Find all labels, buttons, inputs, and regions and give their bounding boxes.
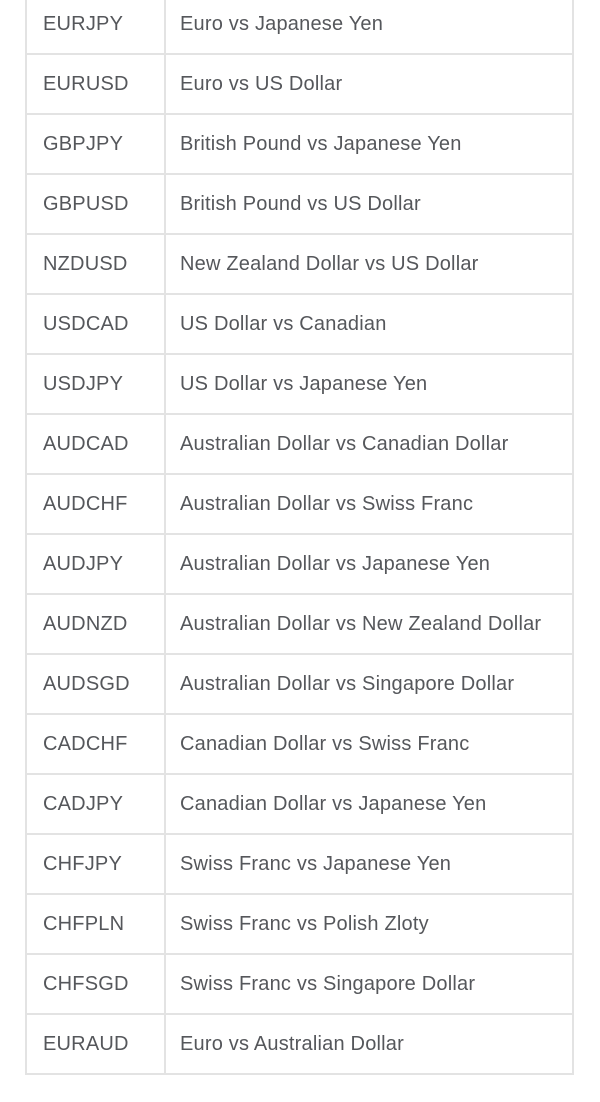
pair-description-cell: Australian Dollar vs Swiss Franc — [164, 473, 574, 535]
pair-symbol-cell: CHFJPY — [25, 833, 166, 895]
pair-symbol-cell: EURUSD — [25, 53, 166, 115]
pair-row[interactable]: AUDJPY Australian Dollar vs Japanese Yen — [25, 533, 574, 595]
pair-row[interactable]: USDCAD US Dollar vs Canadian — [25, 293, 574, 355]
pair-row[interactable]: CADJPY Canadian Dollar vs Japanese Yen — [25, 773, 574, 835]
pair-symbol-cell: AUDNZD — [25, 593, 166, 655]
pair-description-cell: British Pound vs Japanese Yen — [164, 113, 574, 175]
pair-symbol-cell: EURJPY — [25, 0, 166, 55]
pair-symbol-cell: NZDUSD — [25, 233, 166, 295]
pair-description-cell: Australian Dollar vs New Zealand Dollar — [164, 593, 574, 655]
pair-description-cell: Swiss Franc vs Polish Zloty — [164, 893, 574, 955]
pair-symbol-cell: AUDSGD — [25, 653, 166, 715]
pair-symbol-cell: CADCHF — [25, 713, 166, 775]
pair-description-cell: Australian Dollar vs Canadian Dollar — [164, 413, 574, 475]
pair-description-cell: British Pound vs US Dollar — [164, 173, 574, 235]
pair-description-cell: Swiss Franc vs Singapore Dollar — [164, 953, 574, 1015]
pair-symbol-cell: AUDCAD — [25, 413, 166, 475]
pair-description-cell: Australian Dollar vs Japanese Yen — [164, 533, 574, 595]
pair-symbol-cell: GBPJPY — [25, 113, 166, 175]
pair-description-cell: Canadian Dollar vs Swiss Franc — [164, 713, 574, 775]
currency-pairs-list: EURJPY Euro vs Japanese Yen EURUSD Euro vs … — [25, 0, 574, 1075]
pair-symbol-cell: AUDCHF — [25, 473, 166, 535]
pair-symbol-cell: EURAUD — [25, 1013, 166, 1075]
pair-description-cell: New Zealand Dollar vs US Dollar — [164, 233, 574, 295]
pair-row[interactable]: GBPJPY British Pound vs Japanese Yen — [25, 113, 574, 175]
pair-description-cell: US Dollar vs Japanese Yen — [164, 353, 574, 415]
pair-symbol-cell: GBPUSD — [25, 173, 166, 235]
pair-symbol-cell: CADJPY — [25, 773, 166, 835]
pair-row[interactable]: AUDCHF Australian Dollar vs Swiss Franc — [25, 473, 574, 535]
pair-symbol-cell: USDCAD — [25, 293, 166, 355]
pair-row[interactable]: AUDNZD Australian Dollar vs New Zealand D… — [25, 593, 574, 655]
pair-row[interactable]: GBPUSD British Pound vs US Dollar — [25, 173, 574, 235]
pair-row[interactable]: USDJPY US Dollar vs Japanese Yen — [25, 353, 574, 415]
pair-description-cell: Swiss Franc vs Japanese Yen — [164, 833, 574, 895]
pair-row[interactable]: CHFSGD Swiss Franc vs Singapore Dollar — [25, 953, 574, 1015]
pair-description-cell: Euro vs US Dollar — [164, 53, 574, 115]
pair-symbol-cell: USDJPY — [25, 353, 166, 415]
pair-description-cell: Canadian Dollar vs Japanese Yen — [164, 773, 574, 835]
pair-symbol-cell: CHFSGD — [25, 953, 166, 1015]
pair-row[interactable]: CADCHF Canadian Dollar vs Swiss Franc — [25, 713, 574, 775]
pair-row[interactable]: CHFPLN Swiss Franc vs Polish Zloty — [25, 893, 574, 955]
pair-row[interactable]: EURAUD Euro vs Australian Dollar — [25, 1013, 574, 1075]
pair-symbol-cell: AUDJPY — [25, 533, 166, 595]
pair-description-cell: Euro vs Australian Dollar — [164, 1013, 574, 1075]
pair-row[interactable]: AUDSGD Australian Dollar vs Singapore Dol… — [25, 653, 574, 715]
pair-description-cell: Euro vs Japanese Yen — [164, 0, 574, 55]
pair-row[interactable]: NZDUSD New Zealand Dollar vs US Dollar — [25, 233, 574, 295]
pair-row[interactable]: AUDCAD Australian Dollar vs Canadian Doll… — [25, 413, 574, 475]
pair-description-cell: US Dollar vs Canadian — [164, 293, 574, 355]
currency-pairs-table: EURJPY Euro vs Japanese Yen EURUSD Euro vs … — [25, 0, 574, 1075]
pair-description-cell: Australian Dollar vs Singapore Dollar — [164, 653, 574, 715]
pair-row[interactable]: EURJPY Euro vs Japanese Yen — [25, 0, 574, 55]
pair-row[interactable]: CHFJPY Swiss Franc vs Japanese Yen — [25, 833, 574, 895]
pair-symbol-cell: CHFPLN — [25, 893, 166, 955]
pair-row[interactable]: EURUSD Euro vs US Dollar — [25, 53, 574, 115]
